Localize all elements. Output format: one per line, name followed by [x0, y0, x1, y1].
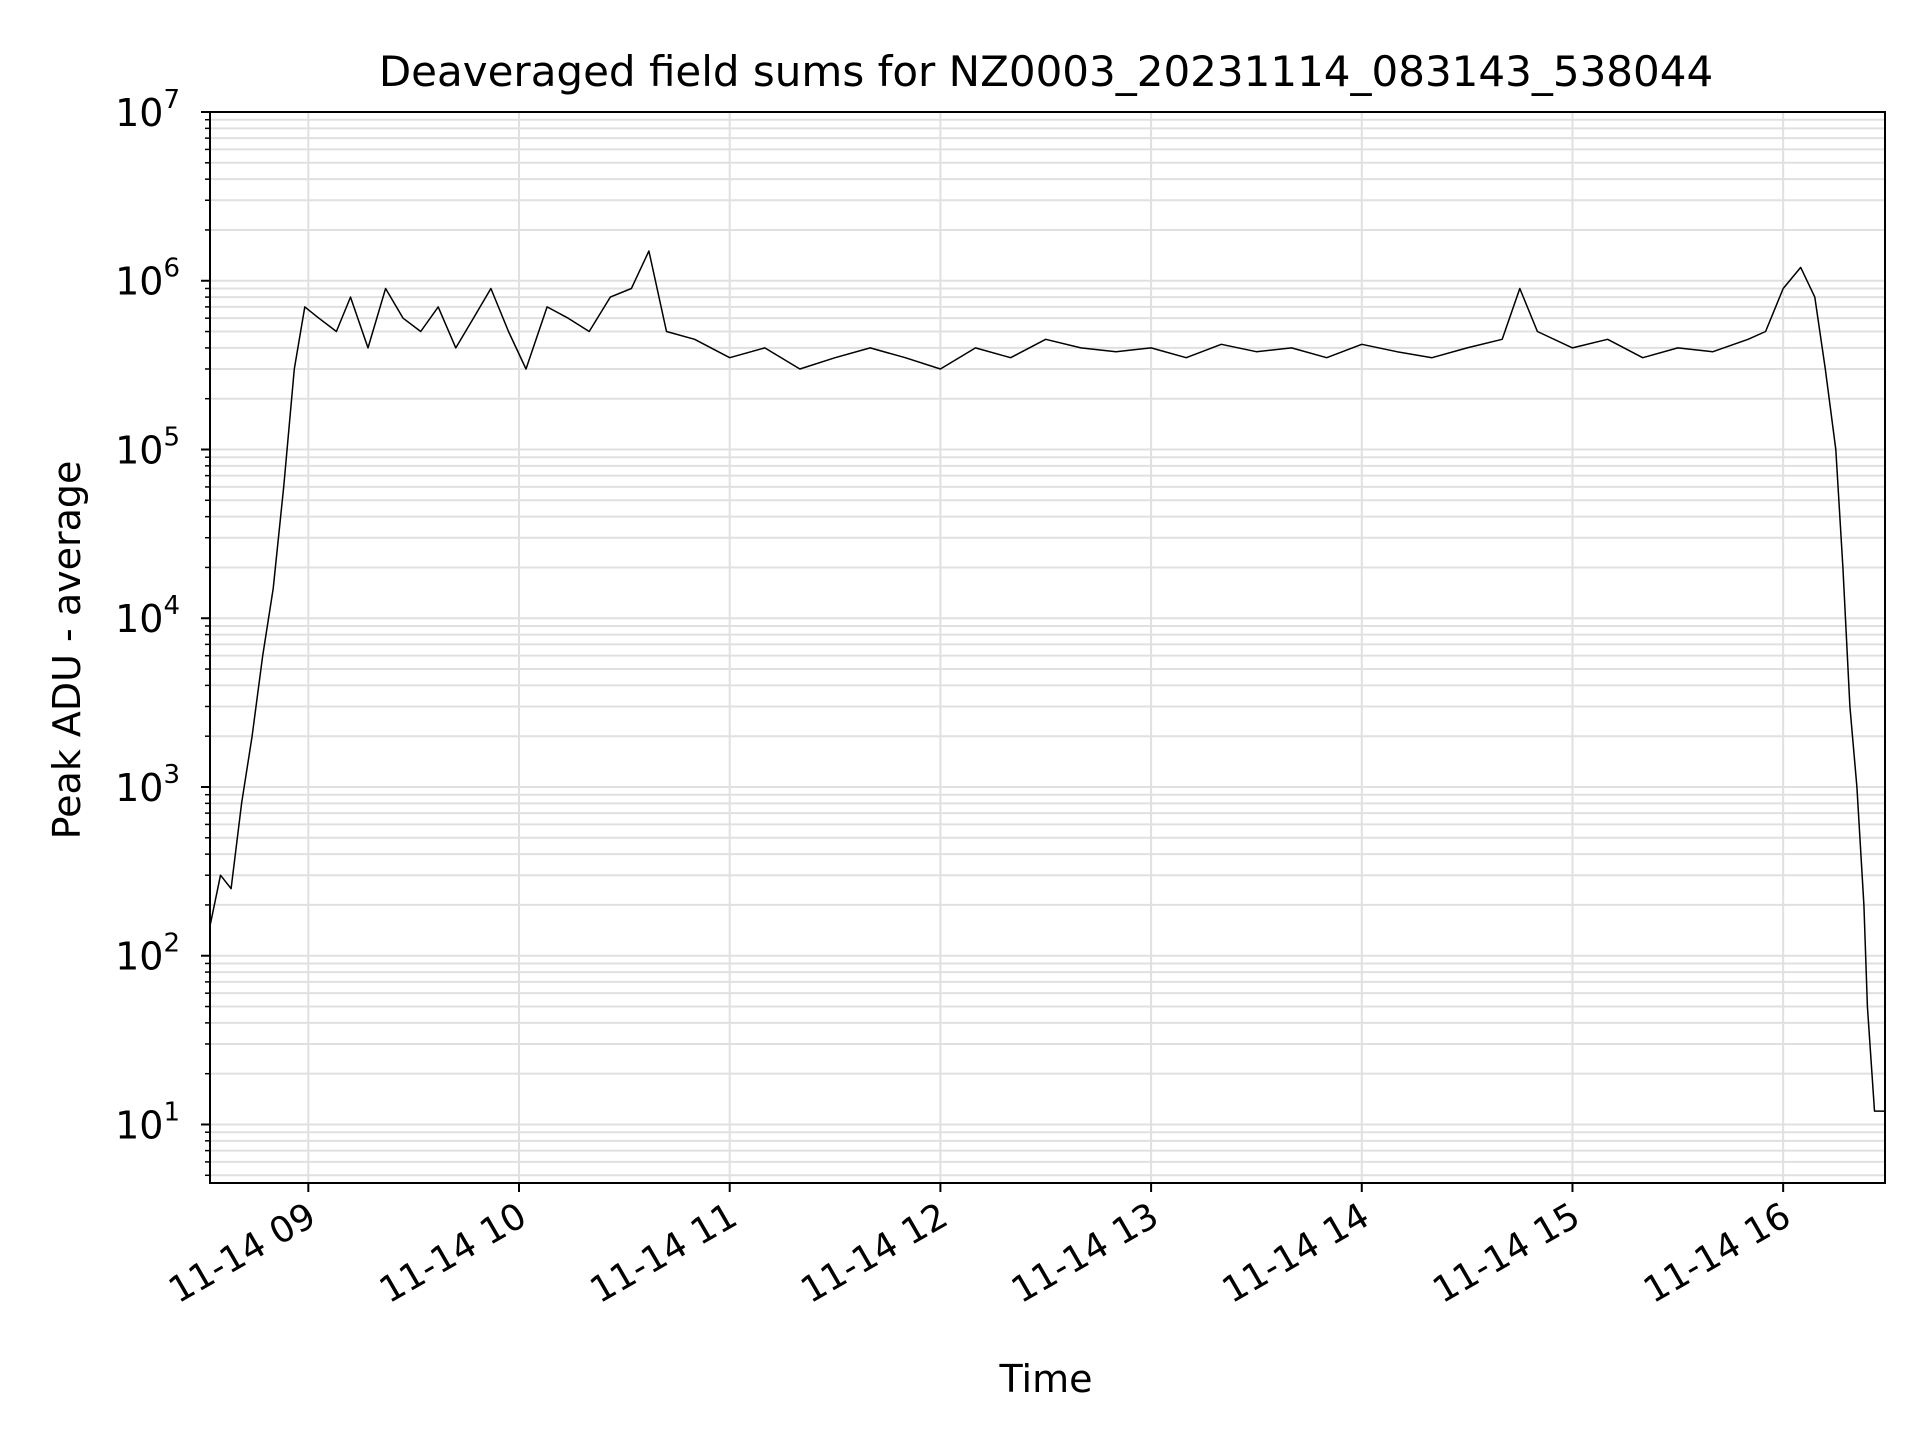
y-tick-label: 102 [115, 929, 180, 979]
chart-title: Deaveraged field sums for NZ0003_2023111… [379, 47, 1713, 96]
grid-lines [210, 111, 1885, 1183]
series-line [209, 250, 1885, 1112]
plot-frame [209, 111, 1886, 1184]
y-tick-label: 103 [115, 760, 180, 810]
series-layer [209, 250, 1885, 1112]
y-tick-label: 107 [115, 85, 180, 135]
y-axis-label: Peak ADU - average [45, 461, 89, 840]
x-axis-label: Time [999, 1357, 1093, 1401]
